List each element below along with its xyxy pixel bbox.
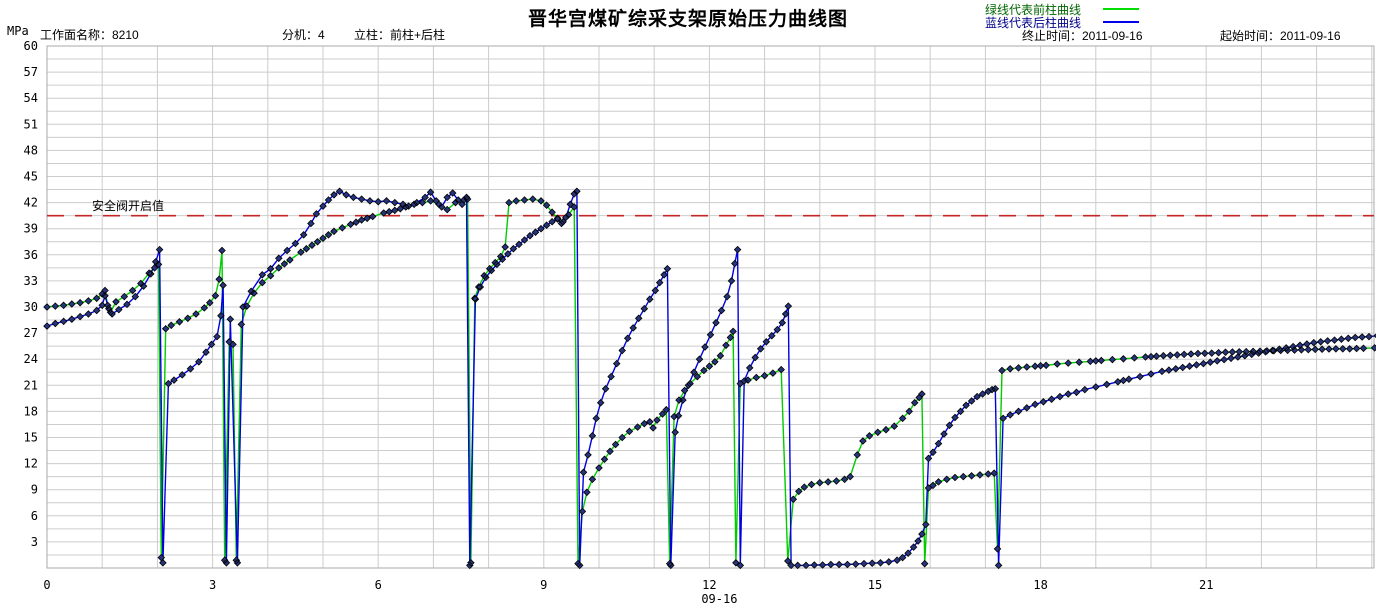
start-time-label: 起始时间：2011-09-16 <box>1220 29 1341 43</box>
y-tick-label: 27 <box>24 326 38 340</box>
column-type-label: 立柱：前柱+后柱 <box>354 28 446 42</box>
rear-column-curve <box>46 189 1376 567</box>
y-tick-label: 18 <box>24 404 38 418</box>
y-tick-label: 39 <box>24 222 38 236</box>
x-axis-date-label: 09-16 <box>701 592 737 606</box>
x-tick-label: 6 <box>375 578 382 592</box>
y-tick-label: 12 <box>24 457 38 471</box>
workface-name-label: 工作面名称：8210 <box>40 28 139 42</box>
y-tick-label: 9 <box>31 483 38 497</box>
x-tick-label: 18 <box>1033 578 1047 592</box>
y-tick-label: 15 <box>24 431 38 445</box>
y-tick-label: 21 <box>24 378 38 392</box>
y-tick-label: 60 <box>24 39 38 53</box>
end-time-label: 终止时间：2011-09-16 <box>1022 29 1143 43</box>
y-tick-label: 45 <box>24 170 38 184</box>
safety-valve-threshold-label: 安全阀开启值 <box>92 199 165 213</box>
y-tick-label: 30 <box>24 300 38 314</box>
x-tick-label: 15 <box>868 578 882 592</box>
legend-rear-column-label: 蓝线代表后柱曲线 <box>985 16 1082 30</box>
y-tick-label: 48 <box>24 143 38 157</box>
submachine-label: 分机：4 <box>282 28 325 42</box>
y-tick-label: 6 <box>31 509 38 523</box>
y-tick-label: 51 <box>24 117 38 131</box>
front-column-curve <box>46 198 1375 564</box>
y-tick-label: 54 <box>24 91 38 105</box>
x-tick-label: 0 <box>43 578 50 592</box>
x-tick-label: 21 <box>1199 578 1213 592</box>
legend-green-line-sample <box>1103 8 1139 10</box>
legend-front-column-label: 绿线代表前柱曲线 <box>985 3 1082 17</box>
y-tick-label: 3 <box>31 535 38 549</box>
y-tick-label: 57 <box>24 65 38 79</box>
x-tick-label: 12 <box>702 578 716 592</box>
x-tick-label: 9 <box>540 578 547 592</box>
y-axis-unit-label: MPa <box>7 24 29 38</box>
page-title: 晋华宫煤矿综采支架原始压力曲线图 <box>527 9 848 30</box>
y-tick-label: 36 <box>24 248 38 262</box>
y-tick-label: 42 <box>24 196 38 210</box>
data-point-markers <box>43 187 1376 570</box>
legend-blue-line-sample <box>1103 21 1139 23</box>
y-tick-label: 24 <box>24 352 38 366</box>
x-tick-label: 3 <box>209 578 216 592</box>
y-tick-label: 33 <box>24 274 38 288</box>
